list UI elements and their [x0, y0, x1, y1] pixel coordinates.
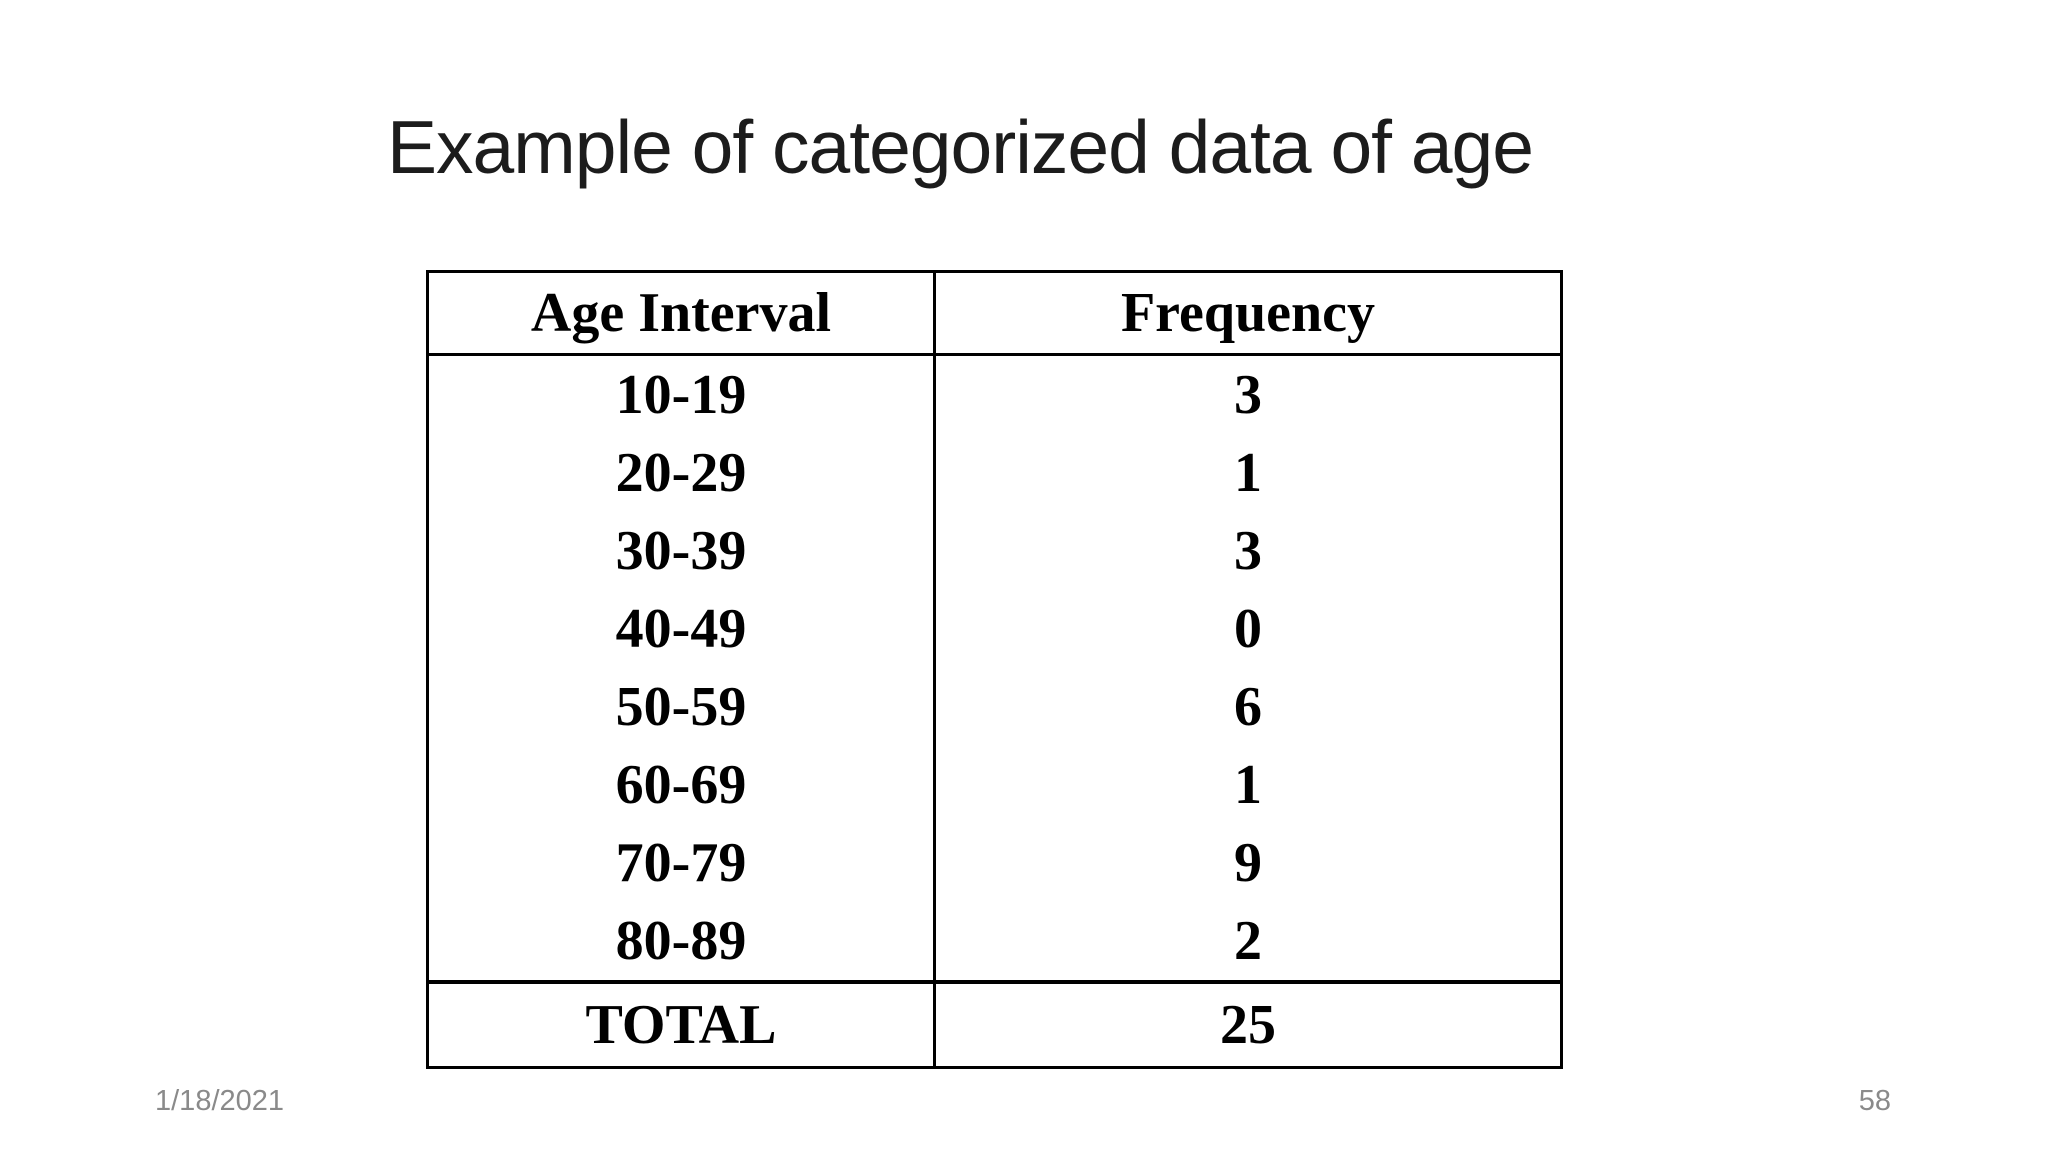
frequency-column-header: Frequency: [934, 271, 1562, 356]
table-row: 20-29 1: [427, 434, 1562, 512]
table-row: 50-59 6: [427, 668, 1562, 746]
age-interval-cell: 10-19: [427, 354, 936, 434]
table-row: 80-89 2: [427, 902, 1562, 982]
total-value-cell: 25: [934, 980, 1562, 1068]
age-interval-cell: 50-59: [427, 668, 936, 746]
slide-title: Example of categorized data of age: [387, 105, 1534, 189]
slide-number: 58: [1858, 1085, 1891, 1117]
frequency-cell: 6: [1234, 676, 1262, 738]
age-interval-cell: 80-89: [427, 902, 936, 982]
age-interval-cell: 70-79: [427, 824, 936, 902]
table-row: 60-69 1: [427, 746, 1562, 824]
age-interval-cell: 30-39: [427, 512, 936, 590]
frequency-cell: 1: [1234, 442, 1262, 504]
table-row: 30-39 3: [427, 512, 1562, 590]
frequency-cell: 2: [1234, 910, 1262, 972]
age-interval-column-header: Age Interval: [427, 271, 936, 356]
table-total-row: TOTAL 25: [427, 980, 1562, 1068]
frequency-cell: 9: [1234, 832, 1262, 894]
age-interval-cell: 40-49: [427, 590, 936, 668]
frequency-cell: 3: [1234, 364, 1262, 426]
total-label-cell: TOTAL: [427, 980, 936, 1068]
frequency-cell: 0: [1234, 598, 1262, 660]
frequency-cell: 1: [1234, 754, 1262, 816]
age-interval-cell: 60-69: [427, 746, 936, 824]
table-row: 10-19 3: [427, 354, 1562, 434]
table-row: 40-49 0: [427, 590, 1562, 668]
table-row: 70-79 9: [427, 824, 1562, 902]
age-interval-cell: 20-29: [427, 434, 936, 512]
frequency-table: Age Interval Frequency 10-19 3 20-29 1 3…: [426, 270, 1563, 1069]
slide-footer-date: 1/18/2021: [155, 1085, 285, 1117]
frequency-cell: 3: [1234, 520, 1262, 582]
table-header-row: Age Interval Frequency: [427, 271, 1562, 356]
